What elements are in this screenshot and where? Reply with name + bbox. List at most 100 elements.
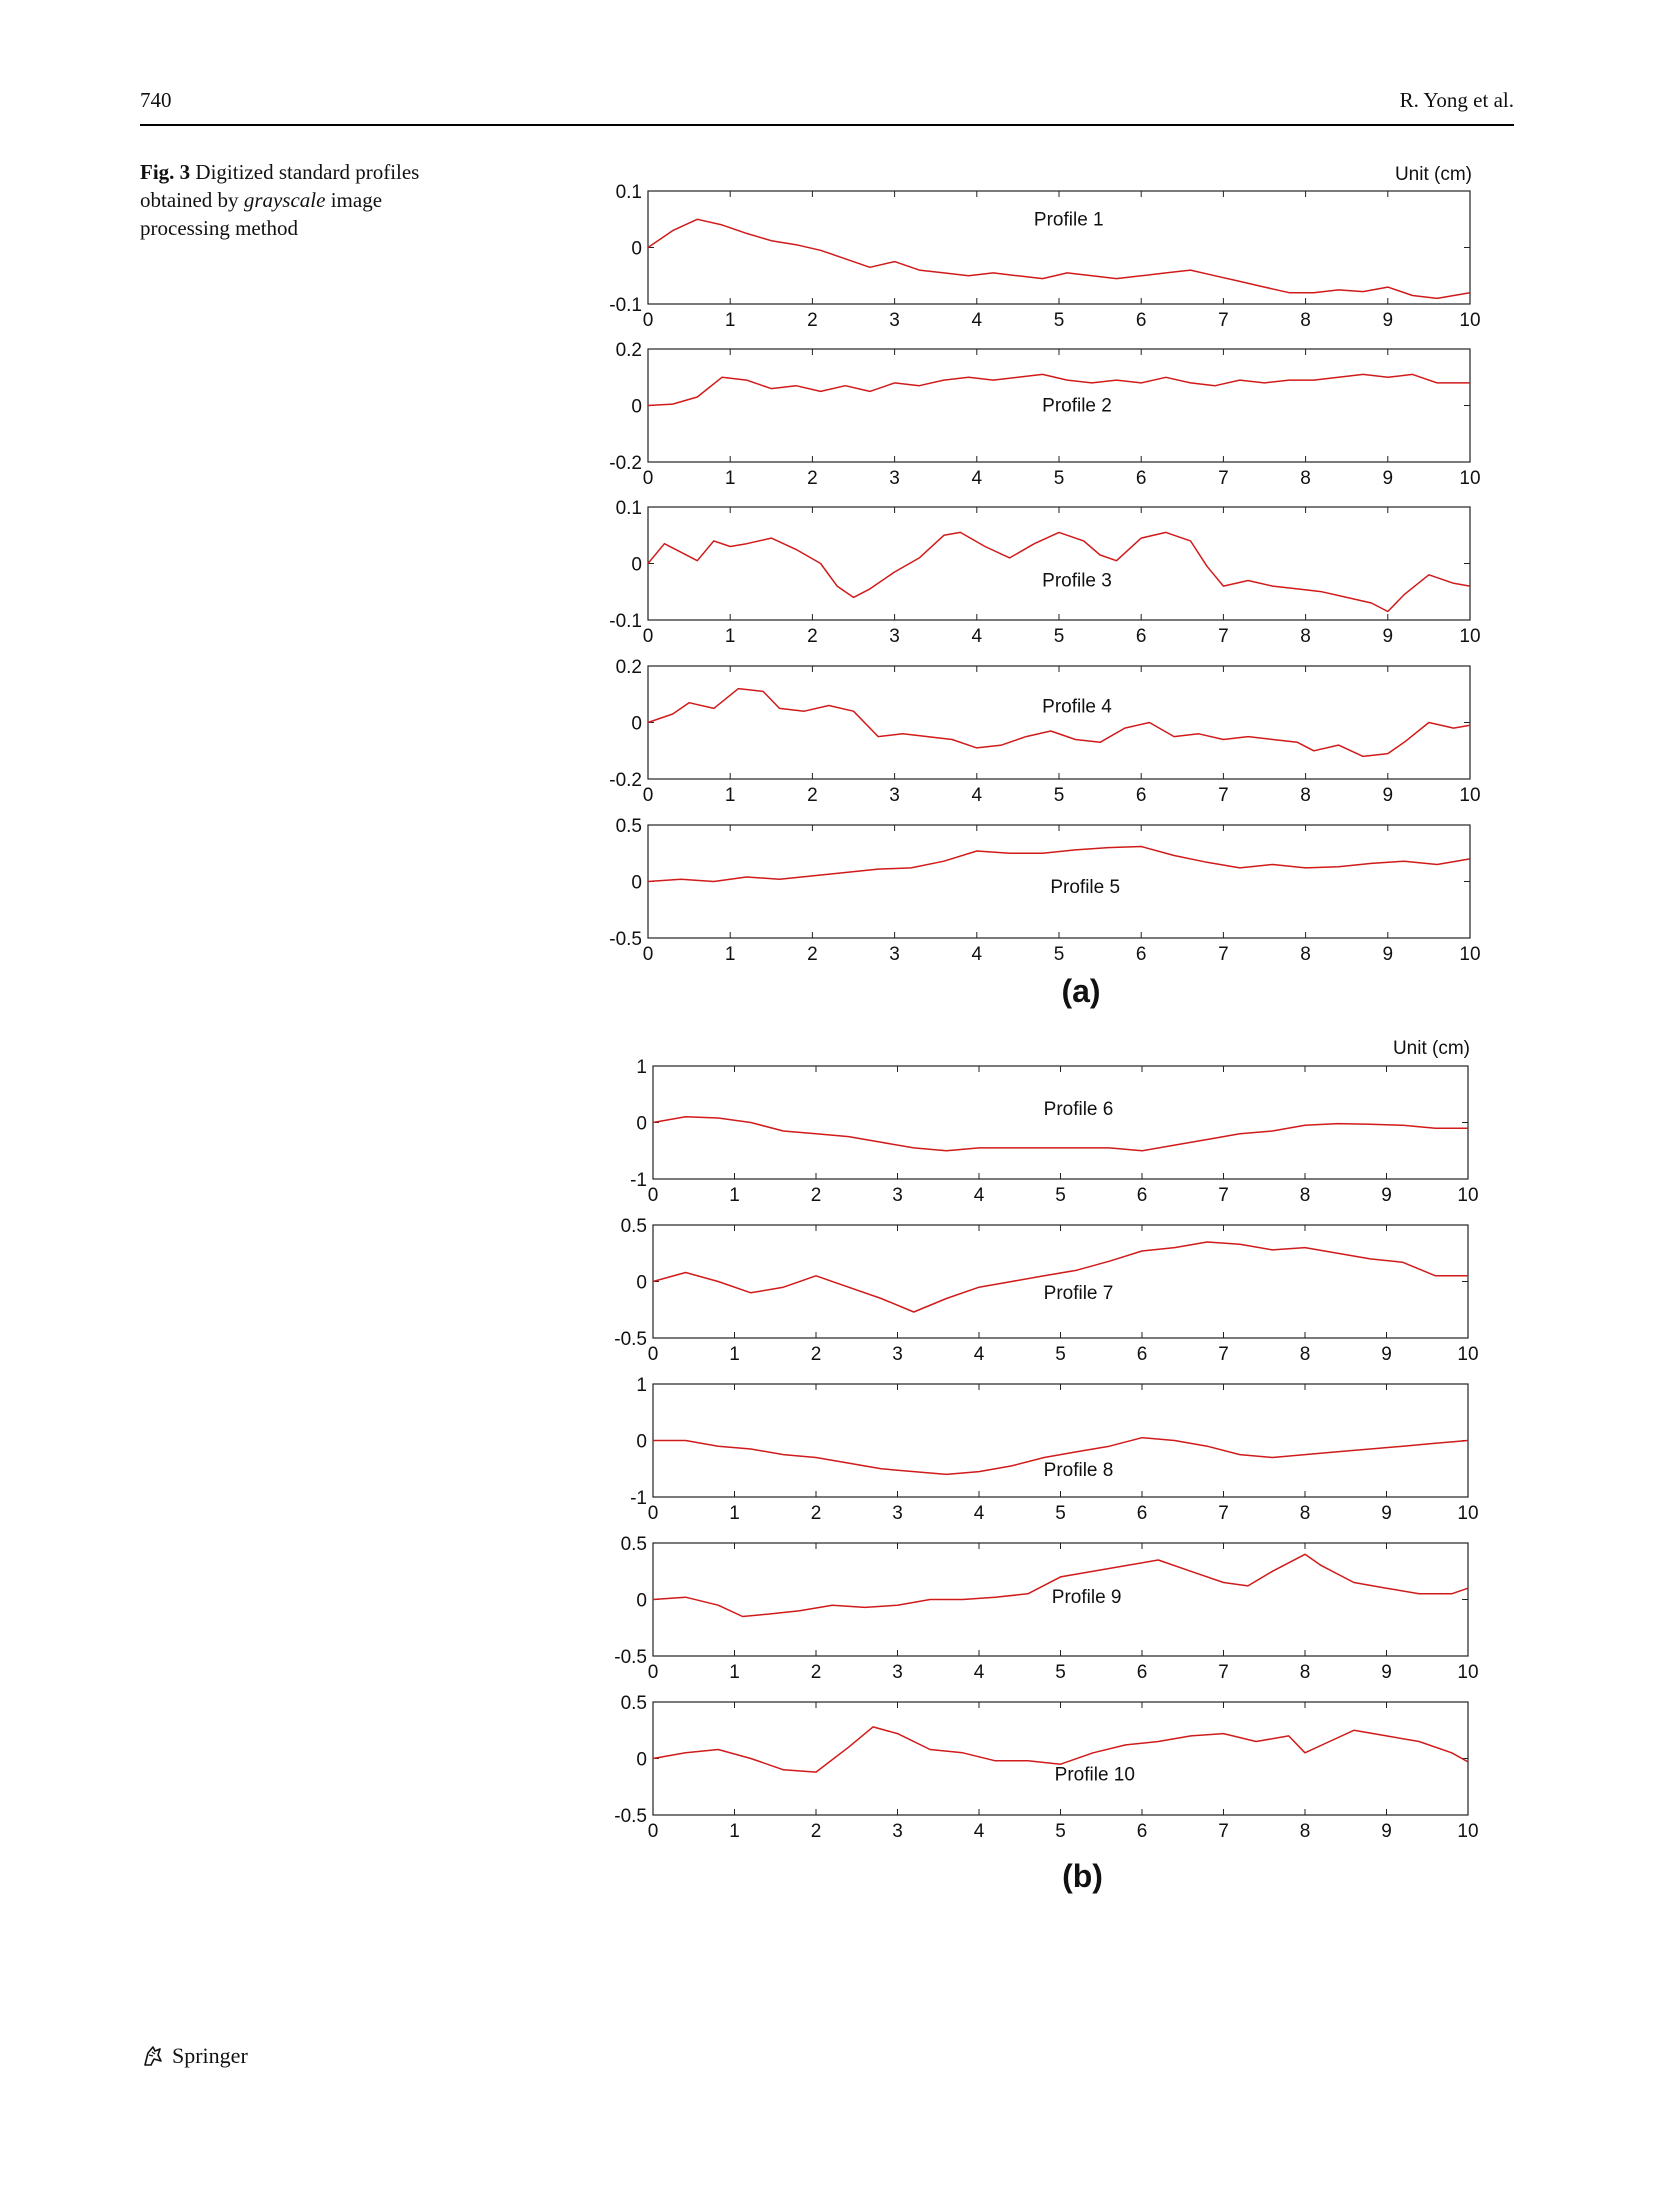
x-tick-label: 1 [729, 1662, 740, 1683]
y-tick-label: 1 [636, 1057, 647, 1078]
x-tick-label: 8 [1300, 1503, 1311, 1524]
figure-caption: Fig. 3 Digitized standard profiles obtai… [140, 158, 450, 242]
profile-line [647, 218, 1471, 300]
x-tick-label: 9 [1383, 785, 1394, 806]
x-tick-label: 8 [1300, 944, 1311, 965]
x-tick-label: 5 [1055, 1821, 1066, 1842]
x-tick-label: 6 [1137, 1503, 1148, 1524]
x-tick-label: 4 [974, 1821, 985, 1842]
caption-emphasis: grayscale [243, 188, 326, 212]
x-tick-label: 7 [1218, 1662, 1229, 1683]
x-tick-label: 6 [1136, 310, 1147, 331]
x-tick-label: 3 [889, 944, 900, 965]
profile-label: Profile 6 [1044, 1099, 1114, 1120]
x-tick-label: 6 [1136, 944, 1147, 965]
header-rule [140, 124, 1514, 126]
x-tick-label: 2 [807, 944, 818, 965]
x-tick-label: 0 [643, 626, 654, 647]
plot-frame [652, 1065, 1469, 1180]
x-tick-label: 10 [1459, 944, 1480, 965]
x-tick-label: 9 [1381, 1344, 1392, 1365]
figure-label: Fig. 3 [140, 160, 191, 184]
x-tick-label: 0 [648, 1821, 659, 1842]
profile-line [647, 531, 1471, 613]
y-tick-label: -0.1 [609, 611, 642, 632]
x-tick-label: 2 [811, 1344, 822, 1365]
x-tick-label: 10 [1459, 310, 1480, 331]
x-tick-label: 1 [725, 626, 736, 647]
x-tick-label: 4 [972, 626, 983, 647]
profile-label: Profile 7 [1044, 1283, 1114, 1304]
x-tick-label: 0 [643, 468, 654, 489]
x-tick-label: 9 [1383, 626, 1394, 647]
x-tick-label: 8 [1300, 1344, 1311, 1365]
x-tick-label: 0 [648, 1344, 659, 1365]
panel-label: (b) [1062, 1858, 1103, 1894]
x-tick-label: 6 [1137, 1185, 1148, 1206]
x-tick-label: 2 [811, 1662, 822, 1683]
plot-frame [647, 506, 1471, 621]
profile-label: Profile 2 [1042, 396, 1112, 417]
x-tick-label: 0 [648, 1185, 659, 1206]
profile-line [647, 845, 1471, 883]
y-tick-label: 0.5 [621, 1693, 647, 1714]
x-tick-label: 4 [974, 1662, 985, 1683]
footer: Springer [140, 2043, 248, 2069]
x-tick-label: 8 [1300, 1662, 1311, 1683]
plot-frame [647, 190, 1471, 305]
x-tick-label: 7 [1218, 1344, 1229, 1365]
y-tick-label: 0 [636, 1432, 647, 1453]
plot-frame [652, 1224, 1469, 1339]
x-tick-label: 2 [811, 1185, 822, 1206]
x-tick-label: 1 [725, 468, 736, 489]
x-tick-label: 6 [1136, 468, 1147, 489]
y-tick-label: 0 [631, 873, 642, 894]
x-tick-label: 1 [729, 1185, 740, 1206]
x-tick-label: 10 [1457, 1185, 1478, 1206]
plot-frame [647, 665, 1471, 780]
x-tick-label: 3 [892, 1662, 903, 1683]
running-head: R. Yong et al. [1399, 88, 1514, 112]
x-tick-label: 7 [1218, 944, 1229, 965]
x-tick-label: 3 [889, 626, 900, 647]
x-tick-label: 5 [1055, 1344, 1066, 1365]
x-tick-label: 7 [1218, 1185, 1229, 1206]
x-tick-label: 5 [1054, 626, 1065, 647]
x-tick-label: 6 [1137, 1662, 1148, 1683]
y-tick-label: -0.5 [614, 1329, 647, 1350]
x-tick-label: 0 [643, 944, 654, 965]
y-tick-label: 0.1 [616, 182, 642, 203]
unit-label: Unit (cm) [1395, 164, 1472, 185]
y-tick-label: -0.1 [609, 295, 642, 316]
publisher-name: Springer [172, 2043, 248, 2068]
profile-line [653, 1436, 1469, 1476]
y-tick-label: -0.5 [614, 1647, 647, 1668]
profile-line [652, 1553, 1469, 1618]
y-tick-label: 0 [636, 1750, 647, 1771]
x-tick-label: 10 [1457, 1662, 1478, 1683]
x-tick-label: 7 [1218, 785, 1229, 806]
x-tick-label: 1 [725, 310, 736, 331]
y-tick-label: 0.1 [616, 498, 642, 519]
x-tick-label: 4 [974, 1185, 985, 1206]
x-tick-label: 7 [1218, 1503, 1229, 1524]
x-tick-label: 7 [1218, 468, 1229, 489]
x-tick-label: 9 [1381, 1503, 1392, 1524]
x-tick-label: 5 [1054, 310, 1065, 331]
x-tick-label: 8 [1300, 1185, 1311, 1206]
x-tick-label: 6 [1137, 1344, 1148, 1365]
x-tick-label: 3 [889, 468, 900, 489]
y-tick-label: 0 [631, 714, 642, 735]
x-tick-label: 1 [729, 1344, 740, 1365]
x-tick-label: 5 [1055, 1662, 1066, 1683]
x-tick-label: 5 [1054, 468, 1065, 489]
y-tick-label: -0.5 [609, 929, 642, 950]
x-tick-label: 10 [1457, 1821, 1478, 1842]
x-tick-label: 3 [892, 1185, 903, 1206]
x-tick-label: 5 [1054, 785, 1065, 806]
x-tick-label: 4 [972, 468, 983, 489]
x-tick-label: 8 [1300, 468, 1311, 489]
y-tick-label: 0 [631, 397, 642, 418]
x-tick-label: 3 [892, 1821, 903, 1842]
x-tick-label: 3 [892, 1344, 903, 1365]
